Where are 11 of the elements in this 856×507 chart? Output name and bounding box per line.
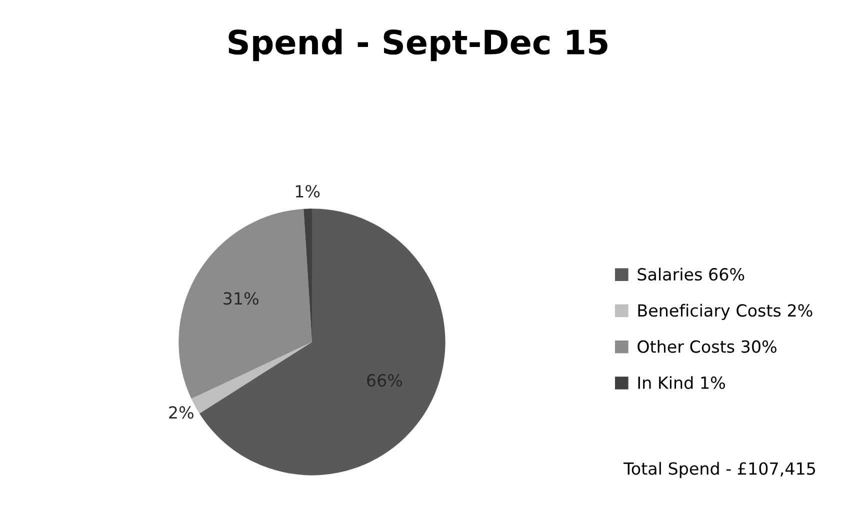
pie-slice (199, 208, 446, 476)
legend-label: Other Costs 30% (638, 340, 776, 353)
data-label: 2% (169, 406, 194, 419)
chart-title: Spend - Sept-Dec 15 (228, 28, 608, 62)
data-label: 31% (224, 292, 258, 305)
text: Total Spend - £107,415 (623, 462, 815, 478)
data-label: 1% (296, 184, 320, 198)
legend-label: In Kind 1% (638, 376, 725, 390)
legend-label: Beneficiary Costs 2% (638, 304, 812, 320)
legend-label: Salaries 66% (638, 268, 744, 281)
pie-slice (178, 208, 312, 399)
